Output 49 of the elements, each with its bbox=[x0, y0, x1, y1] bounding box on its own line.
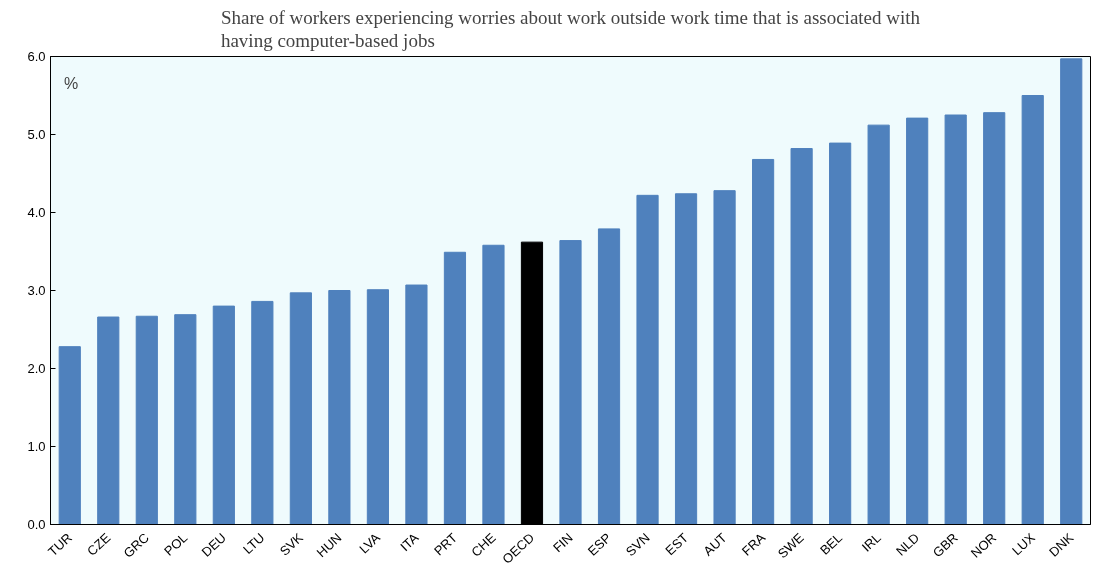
y-tick-label: 1.0 bbox=[27, 439, 46, 454]
bar bbox=[906, 117, 929, 525]
y-tick-label: 2.0 bbox=[27, 361, 46, 376]
x-tick-label: BEL bbox=[817, 530, 846, 558]
bar bbox=[58, 346, 81, 525]
x-tick-label: NLD bbox=[893, 530, 923, 559]
bar bbox=[674, 193, 698, 525]
x-tick-label: GBR bbox=[929, 530, 961, 561]
x-tick-label: LUX bbox=[1009, 529, 1039, 559]
bar bbox=[713, 190, 736, 525]
bar bbox=[97, 316, 120, 525]
x-tick-label: LVA bbox=[356, 529, 384, 557]
x-tick-label: ITA bbox=[397, 529, 422, 555]
x-tick-label: TUR bbox=[45, 530, 75, 560]
x-tick-label: IRL bbox=[858, 530, 884, 555]
x-tick-label: CZE bbox=[84, 529, 114, 559]
x-tick-label: FRA bbox=[738, 529, 769, 559]
x-tick-label: POL bbox=[161, 530, 191, 559]
bar bbox=[328, 290, 351, 525]
bar bbox=[366, 289, 389, 525]
annotation: % bbox=[63, 75, 79, 93]
bar bbox=[135, 315, 158, 525]
bar bbox=[289, 292, 312, 525]
bar bbox=[983, 112, 1006, 525]
bar bbox=[597, 228, 621, 525]
x-tick-label: SVK bbox=[276, 529, 307, 559]
bar bbox=[790, 148, 813, 525]
bar bbox=[944, 114, 967, 525]
bar bbox=[405, 284, 428, 525]
bar bbox=[752, 158, 775, 525]
bar bbox=[636, 194, 659, 525]
bar bbox=[174, 314, 197, 525]
bar bbox=[482, 244, 505, 525]
y-tick-label: 4.0 bbox=[27, 205, 46, 220]
bar bbox=[443, 251, 467, 525]
y-tick-label: 6.0 bbox=[27, 49, 46, 64]
bar bbox=[1021, 95, 1044, 525]
x-tick-label: LTU bbox=[239, 530, 268, 558]
chart-title: Share of workers experiencing worries about work outside work time that is associated with having computer-based jobs bbox=[220, 7, 921, 52]
bar bbox=[1060, 58, 1083, 525]
y-tick-label: 3.0 bbox=[27, 283, 46, 298]
bar bbox=[829, 142, 852, 525]
y-tick-label: 0.0 bbox=[27, 517, 46, 532]
bar bbox=[212, 305, 235, 525]
x-tick-label: FIN bbox=[550, 530, 576, 556]
y-tick-label: 5.0 bbox=[27, 127, 46, 142]
bar bbox=[867, 124, 890, 525]
bar bbox=[559, 240, 582, 525]
bar bbox=[251, 300, 274, 525]
